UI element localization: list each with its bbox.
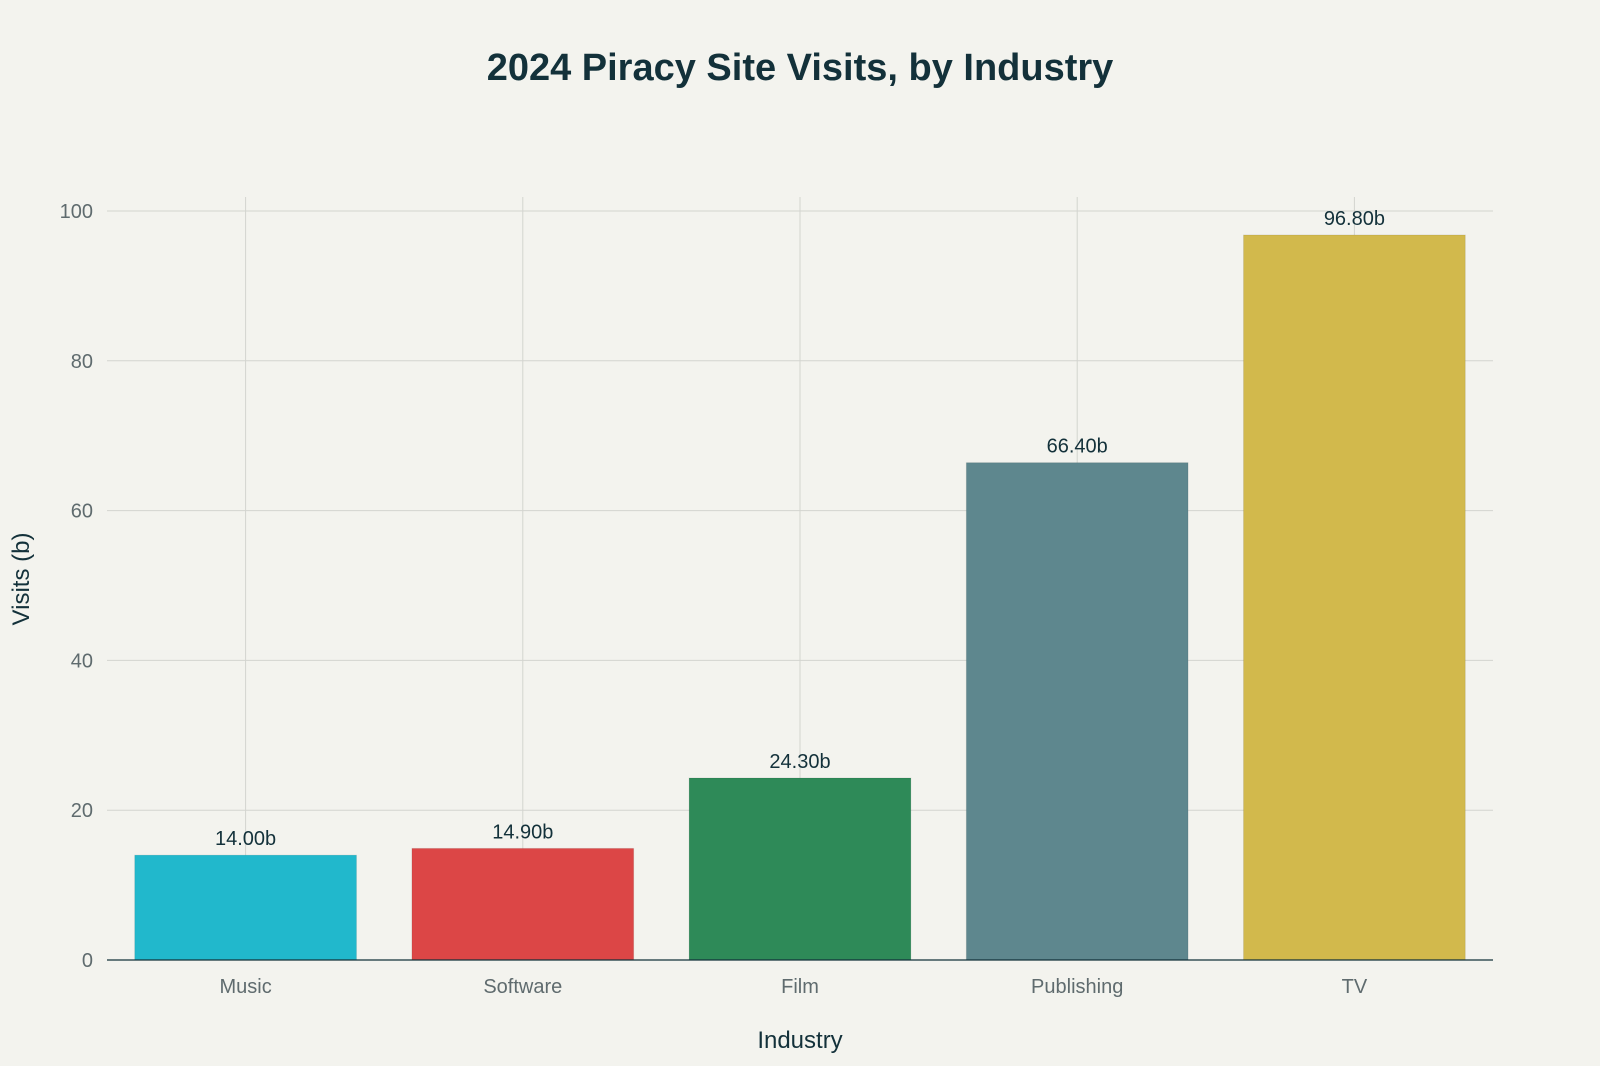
y-tick-label: 80 (71, 351, 93, 373)
ticks-layer: 0 20 40 60 80 100 Music Software Film Publishing T… (60, 201, 1493, 998)
x-tick-label: Music (219, 976, 271, 998)
chart-title: 2024 Piracy Site Visits, by Industry (487, 47, 1114, 89)
bar-publishing[interactable] (965, 462, 1189, 961)
x-tick-label: Film (781, 976, 819, 998)
labels-layer: 14.00b 14.90b 24.30b 66.40b 96.80b (215, 208, 1385, 850)
bar-film[interactable] (688, 777, 912, 961)
x-tick-label: Software (483, 976, 562, 998)
data-label-software: 14.90b (492, 821, 553, 843)
data-label-publishing: 66.40b (1047, 436, 1108, 458)
x-axis-title: Industry (757, 1027, 842, 1054)
y-axis-title: Visits (b) (8, 533, 35, 626)
y-tick-label: 100 (60, 201, 93, 223)
data-label-tv: 96.80b (1324, 208, 1385, 230)
y-tick-label: 60 (71, 501, 93, 523)
bar-music[interactable] (134, 854, 357, 961)
data-label-film: 24.30b (769, 751, 830, 773)
x-tick-label: Publishing (1031, 976, 1123, 998)
y-tick-label: 20 (71, 800, 93, 822)
y-tick-label: 0 (82, 950, 93, 972)
y-tick-label: 40 (71, 650, 93, 672)
x-tick-label: TV (1342, 976, 1368, 998)
data-label-music: 14.00b (215, 828, 276, 850)
bar-software[interactable] (411, 847, 635, 961)
bar-tv[interactable] (1243, 234, 1466, 961)
